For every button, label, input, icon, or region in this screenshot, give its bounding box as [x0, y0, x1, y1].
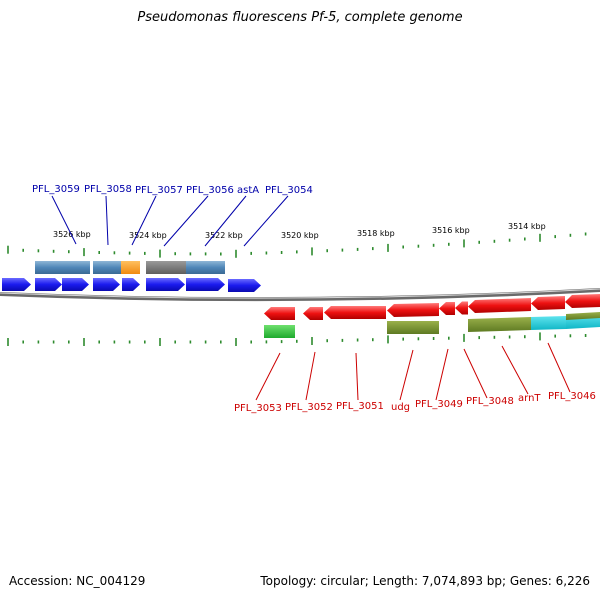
gene-arrow-forward[interactable]: [35, 278, 62, 291]
gene-label-pfl-3054[interactable]: PFL_3054: [265, 185, 313, 196]
annotation-bar[interactable]: [531, 316, 566, 330]
gene-arrow-reverse[interactable]: [455, 301, 468, 315]
position-label-3526: 3526 kbp: [53, 230, 91, 239]
gene-label-pfl-3056[interactable]: PFL_3056: [186, 185, 234, 196]
gene-arrow-reverse[interactable]: [468, 298, 531, 313]
gene-arrow-reverse[interactable]: [565, 294, 600, 308]
lower-label-connectors: [255, 342, 571, 401]
gene-arrow-forward[interactable]: [62, 278, 89, 291]
position-label-3514: 3514 kbp: [508, 222, 546, 231]
gene-label-udg[interactable]: udg: [391, 402, 410, 413]
lower-tick-row: [7, 332, 587, 346]
position-label-3524: 3524 kbp: [129, 231, 167, 240]
gene-arrow-reverse[interactable]: [264, 307, 295, 320]
gene-label-pfl-3048[interactable]: PFL_3048: [466, 396, 514, 407]
forward-gene-track: [2, 278, 261, 292]
gene-label-pfl-3052[interactable]: PFL_3052: [285, 402, 333, 413]
gene-arrow-forward[interactable]: [122, 278, 140, 291]
genome-backbone: [0, 288, 600, 302]
reverse-gene-track: [264, 294, 600, 320]
annotation-bar[interactable]: [186, 261, 225, 274]
gene-label-arnt[interactable]: arnT: [518, 393, 541, 404]
gene-arrow-forward[interactable]: [2, 278, 31, 291]
gene-label-pfl-3059[interactable]: PFL_3059: [32, 184, 80, 195]
gene-arrow-reverse[interactable]: [531, 296, 565, 310]
position-label-3516: 3516 kbp: [432, 226, 470, 235]
genome-title: Pseudomonas fluorescens Pf-5, complete g…: [137, 10, 463, 25]
gene-label-pfl-3049[interactable]: PFL_3049: [415, 399, 463, 410]
annotation-bar[interactable]: [387, 321, 439, 334]
annotation-bar[interactable]: [93, 261, 121, 274]
annotation-bar[interactable]: [566, 312, 600, 320]
gene-arrow-reverse[interactable]: [387, 303, 439, 317]
genome-info-label: Topology: circular; Length: 7,074,893 bp…: [260, 574, 590, 588]
gene-arrow-forward[interactable]: [146, 278, 185, 291]
gene-label-asta[interactable]: astA: [237, 185, 259, 196]
gene-arrow-reverse[interactable]: [303, 307, 323, 320]
annotation-bar[interactable]: [468, 317, 531, 332]
gene-arrow-reverse[interactable]: [439, 302, 455, 315]
position-label-3520: 3520 kbp: [281, 231, 319, 240]
gene-label-pfl-3058[interactable]: PFL_3058: [84, 184, 132, 195]
gene-label-pfl-3051[interactable]: PFL_3051: [336, 401, 384, 412]
gene-arrow-reverse[interactable]: [324, 306, 386, 319]
gene-arrow-forward[interactable]: [186, 278, 225, 291]
gene-arrow-forward[interactable]: [93, 278, 120, 291]
genome-backbone-highlight: [0, 288, 600, 299]
position-label-3518: 3518 kbp: [357, 229, 395, 238]
annotation-bar[interactable]: [121, 261, 140, 274]
position-label-3522: 3522 kbp: [205, 231, 243, 240]
annotation-bar[interactable]: [146, 261, 186, 274]
gene-label-pfl-3046[interactable]: PFL_3046: [548, 391, 596, 402]
lower-annotation-track: [264, 312, 600, 338]
gene-label-pfl-3053[interactable]: PFL_3053: [234, 403, 282, 414]
annotation-bar[interactable]: [264, 325, 295, 338]
gene-label-pfl-3057[interactable]: PFL_3057: [135, 185, 183, 196]
upper-annotation-track: [35, 261, 225, 274]
upper-tick-row: [7, 232, 587, 258]
upper-label-connectors: [51, 195, 289, 247]
annotation-bar[interactable]: [35, 261, 90, 274]
accession-label: Accession: NC_004129: [9, 574, 146, 588]
gene-arrow-forward[interactable]: [228, 279, 261, 292]
